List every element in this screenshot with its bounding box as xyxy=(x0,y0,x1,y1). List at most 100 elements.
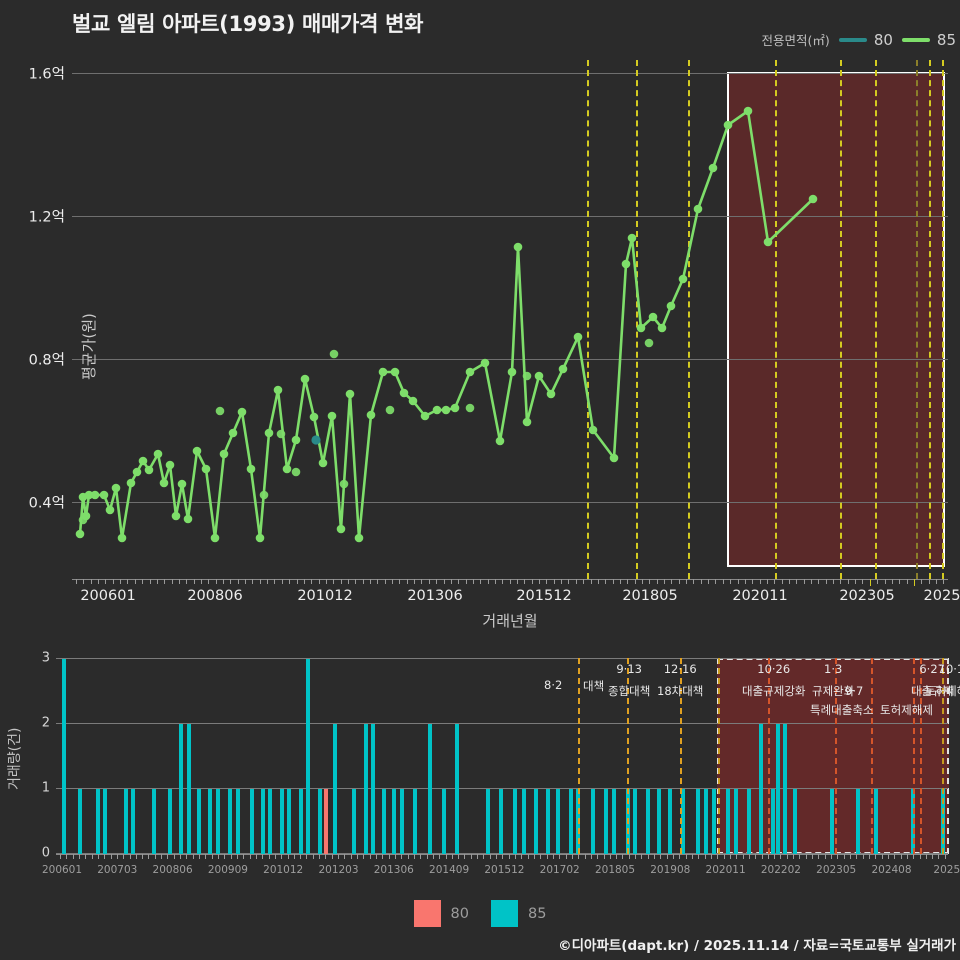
volume-bar[interactable] xyxy=(299,789,304,854)
volume-bar[interactable] xyxy=(197,789,202,854)
volume-bar[interactable] xyxy=(324,789,329,854)
volume-bar[interactable] xyxy=(152,789,157,854)
volume-bar[interactable] xyxy=(771,789,776,854)
price-x-axis: 200601 200806 201012 201306 201512 20180… xyxy=(72,579,960,604)
policy-line-0913 xyxy=(636,60,638,579)
legend-title: 전용면적(㎡) xyxy=(761,33,830,48)
volume-bar[interactable] xyxy=(392,789,397,854)
legend-item-85[interactable]: 85 xyxy=(901,31,956,49)
volume-bar[interactable] xyxy=(382,789,387,854)
volume-bar[interactable] xyxy=(712,789,717,854)
volume-bar[interactable] xyxy=(364,724,369,854)
volume-bar[interactable] xyxy=(428,724,433,854)
volume-bar[interactable] xyxy=(442,789,447,854)
volume-bar[interactable] xyxy=(371,724,376,854)
volume-bar[interactable] xyxy=(486,789,491,854)
volume-bar[interactable] xyxy=(556,789,561,854)
annotation-0802-date: 8·2 xyxy=(544,678,563,692)
volume-bar[interactable] xyxy=(726,789,731,854)
volume-bar[interactable] xyxy=(793,789,798,854)
volume-bar[interactable] xyxy=(333,724,338,854)
volume-bar[interactable] xyxy=(633,789,638,854)
volume-bar[interactable] xyxy=(569,789,574,854)
vol-xtick-201805: 201805 xyxy=(594,864,636,876)
xtick-201306: 201306 xyxy=(407,588,463,604)
volume-bar[interactable] xyxy=(96,789,101,854)
volume-bar[interactable] xyxy=(287,789,292,854)
annotation-0913: 9·13 종합대책 xyxy=(608,662,650,699)
volume-bar[interactable] xyxy=(216,789,221,854)
volume-bar[interactable] xyxy=(522,789,527,854)
volume-bar[interactable] xyxy=(250,789,255,854)
annotation-1001-date: 10·1 xyxy=(938,662,960,676)
volume-bar[interactable] xyxy=(534,789,539,854)
price-chart-plot-area: 1.6억 1.2억 0.8억 0.4억 xyxy=(29,60,948,579)
volume-bar[interactable] xyxy=(681,789,686,854)
volume-bar[interactable] xyxy=(179,724,184,854)
volume-bar[interactable] xyxy=(759,724,764,854)
volume-bar[interactable] xyxy=(400,789,405,854)
vol-policy-line-0907 xyxy=(871,658,873,854)
volume-bar[interactable] xyxy=(103,789,108,854)
volume-bar[interactable] xyxy=(734,789,739,854)
volume-bar[interactable] xyxy=(131,789,136,854)
volume-bar[interactable] xyxy=(830,789,835,854)
vol-policy-line-covid xyxy=(718,658,720,854)
annotation-0802: 8·2 xyxy=(544,678,562,692)
volume-bar[interactable] xyxy=(187,724,192,854)
series-legend-top: 전용면적(㎡) 80 85 xyxy=(762,30,956,49)
volume-bar[interactable] xyxy=(236,789,241,854)
annotation-0103-label: 규제완화 xyxy=(812,684,855,698)
volume-bar[interactable] xyxy=(856,789,861,854)
annotation-0913-date: 9·13 xyxy=(616,662,642,676)
volume-bar[interactable] xyxy=(747,789,752,854)
bottom-legend-label-80: 80 xyxy=(450,905,469,922)
volume-bar[interactable] xyxy=(306,659,311,854)
volume-bar[interactable] xyxy=(783,724,788,854)
price-x-axis-label: 거래년월 xyxy=(482,612,538,630)
volume-bar[interactable] xyxy=(268,789,273,854)
volume-bar[interactable] xyxy=(228,789,233,854)
volume-bar[interactable] xyxy=(704,789,709,854)
volume-bar[interactable] xyxy=(124,789,129,854)
volume-bar[interactable] xyxy=(499,789,504,854)
volume-bar[interactable] xyxy=(874,789,879,854)
annotation-0802-label: 대책 xyxy=(583,679,605,693)
vol-gridline-2: 2 xyxy=(42,716,948,731)
volume-bar[interactable] xyxy=(455,724,460,854)
volume-bar[interactable] xyxy=(696,789,701,854)
volume-bar[interactable] xyxy=(352,789,357,854)
volume-bar[interactable] xyxy=(62,659,67,854)
policy-line-1001 xyxy=(929,60,931,579)
volume-bar[interactable] xyxy=(612,789,617,854)
volume-bar[interactable] xyxy=(261,789,266,854)
gridline-0.8: 0.8억 xyxy=(29,353,948,369)
annotation-0627-date: 6·27 xyxy=(919,662,945,676)
volume-bar[interactable] xyxy=(280,789,285,854)
policy-line-1026 xyxy=(775,60,777,579)
annotation-1216-date: 12·16 xyxy=(663,662,697,676)
volume-bar[interactable] xyxy=(78,789,83,854)
legend-item-80[interactable]: 80 xyxy=(838,30,893,49)
bottom-legend-item-80[interactable]: 80 xyxy=(413,900,469,927)
volume-bar[interactable] xyxy=(646,789,651,854)
volume-bar[interactable] xyxy=(591,789,596,854)
volume-bar[interactable] xyxy=(168,789,173,854)
volume-bar[interactable] xyxy=(413,789,418,854)
vol-policy-line-0802 xyxy=(578,658,580,854)
volume-bar[interactable] xyxy=(318,789,323,854)
volume-bar[interactable] xyxy=(776,724,781,854)
volume-bar[interactable] xyxy=(546,789,551,854)
bottom-legend-item-85[interactable]: 85 xyxy=(491,900,546,927)
price-series-svg xyxy=(75,106,818,543)
volume-bar[interactable] xyxy=(668,789,673,854)
volume-bar[interactable] xyxy=(657,789,662,854)
xtick-202011: 202011 xyxy=(732,588,788,604)
annotation-0907-label: 특례대출축소 xyxy=(810,703,874,717)
volume-bar[interactable] xyxy=(604,789,609,854)
vol-xtick-201012: 201012 xyxy=(263,864,304,876)
series-legend-bottom: 80 85 xyxy=(0,900,960,927)
legend-label-80: 80 xyxy=(873,30,893,49)
volume-bar[interactable] xyxy=(513,789,518,854)
volume-bar[interactable] xyxy=(208,789,213,854)
